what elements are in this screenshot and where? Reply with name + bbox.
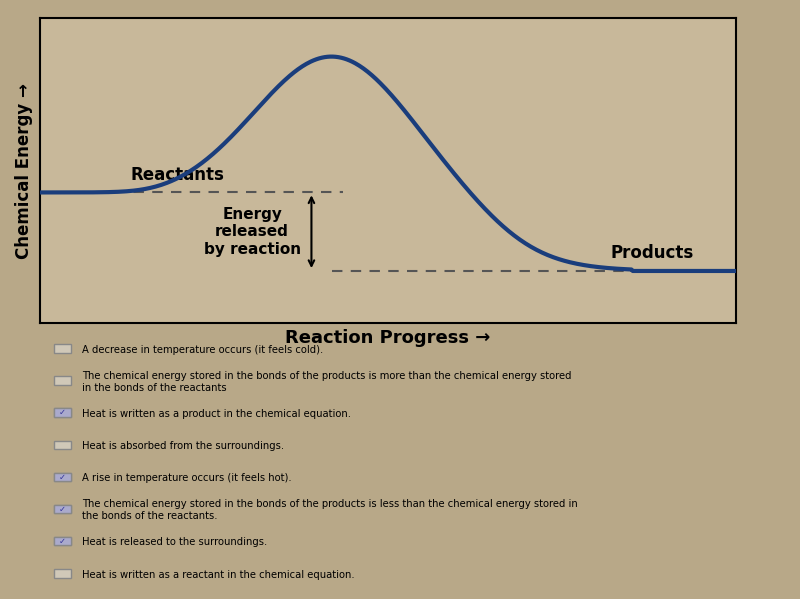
- Text: Energy
released
by reaction: Energy released by reaction: [203, 207, 301, 256]
- Y-axis label: Chemical Energy →: Chemical Energy →: [15, 83, 33, 259]
- Bar: [54, 473, 71, 481]
- Text: Heat is written as a product in the chemical equation.: Heat is written as a product in the chem…: [82, 409, 350, 419]
- Bar: [54, 505, 71, 513]
- Text: A decrease in temperature occurs (it feels cold).: A decrease in temperature occurs (it fee…: [82, 344, 323, 355]
- Text: ✓: ✓: [59, 537, 66, 546]
- Bar: [54, 409, 71, 417]
- Text: Heat is written as a reactant in the chemical equation.: Heat is written as a reactant in the che…: [82, 570, 354, 579]
- Text: The chemical energy stored in the bonds of the products is less than the chemica: The chemical energy stored in the bonds …: [82, 500, 578, 521]
- Bar: [54, 344, 71, 353]
- Text: Heat is released to the surroundings.: Heat is released to the surroundings.: [82, 537, 267, 547]
- Bar: [54, 376, 71, 385]
- Bar: [54, 537, 71, 546]
- Text: The chemical energy stored in the bonds of the products is more than the chemica: The chemical energy stored in the bonds …: [82, 371, 571, 392]
- Text: ✓: ✓: [59, 473, 66, 482]
- Bar: [54, 569, 71, 577]
- Text: Heat is absorbed from the surroundings.: Heat is absorbed from the surroundings.: [82, 441, 284, 451]
- Text: Products: Products: [610, 244, 694, 262]
- Text: Reactants: Reactants: [130, 166, 224, 184]
- Bar: [54, 537, 71, 546]
- Text: ✓: ✓: [59, 409, 66, 418]
- Bar: [54, 473, 71, 481]
- Bar: [54, 409, 71, 417]
- X-axis label: Reaction Progress →: Reaction Progress →: [286, 329, 490, 347]
- Bar: [54, 441, 71, 449]
- Text: ✓: ✓: [59, 505, 66, 514]
- Text: A rise in temperature occurs (it feels hot).: A rise in temperature occurs (it feels h…: [82, 473, 291, 483]
- Bar: [54, 505, 71, 513]
